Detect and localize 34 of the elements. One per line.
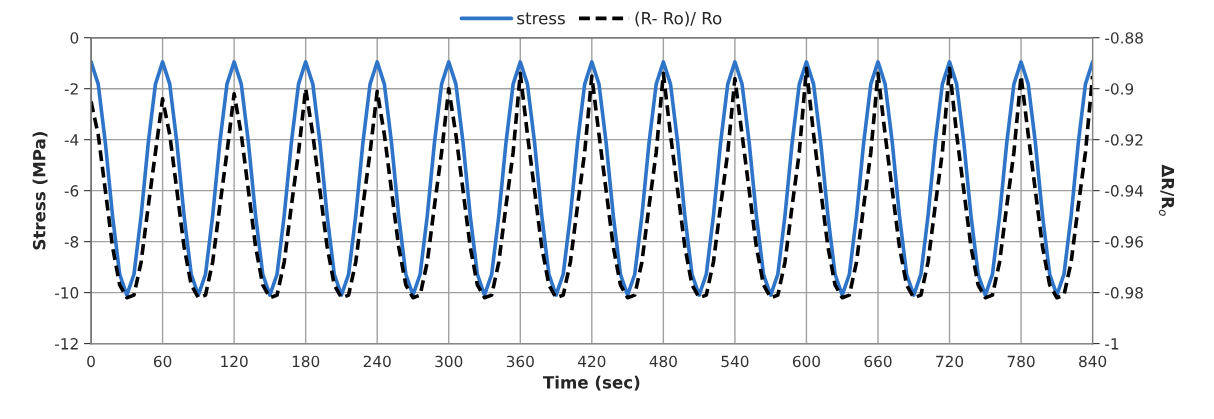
y2-tick-label: -0.9 — [1105, 83, 1134, 95]
y2-tick-label: -0.92 — [1105, 134, 1143, 146]
x-tick-label: 720 — [936, 355, 964, 368]
x-tick-label: 0 — [87, 355, 95, 368]
legend-label: (R- Ro)/ Ro — [635, 11, 722, 27]
x-tick-label: 300 — [435, 355, 463, 368]
y-tick-label: -4 — [64, 134, 79, 146]
x-tick-label: 540 — [721, 355, 749, 368]
x-tick-label: 840 — [1079, 355, 1107, 368]
y2-axis-title: ΔR/R$_{o}$ — [1158, 164, 1174, 216]
y-tick-label: -6 — [64, 185, 79, 197]
x-tick-label: 360 — [506, 355, 534, 368]
y2-tick-label: -1 — [1105, 338, 1119, 350]
legend-label: stress — [517, 12, 565, 25]
y-tick-label: -12 — [55, 338, 78, 350]
y-tick-label: -2 — [64, 83, 78, 95]
x-tick-label: 60 — [153, 355, 172, 368]
x-tick-label: 780 — [1007, 355, 1035, 368]
y-axis-title: Stress (MPa) — [32, 132, 48, 250]
y-tick-label: -10 — [55, 287, 79, 299]
x-tick-label: 120 — [221, 355, 248, 368]
y2-tick-label: -0.98 — [1105, 287, 1143, 299]
x-tick-label: 420 — [577, 355, 606, 368]
y2-tick-label: -0.96 — [1105, 236, 1143, 248]
x-tick-label: 660 — [864, 355, 892, 368]
x-tick-label: 600 — [792, 355, 821, 368]
x-tick-label: 240 — [363, 355, 391, 368]
x-axis-title: Time (sec) — [542, 375, 640, 391]
y-tick-label: -8 — [64, 236, 79, 248]
y-tick-label: 0 — [70, 32, 79, 44]
x-tick-label: 480 — [649, 355, 677, 368]
y2-tick-label: -0.94 — [1105, 185, 1144, 197]
y2-tick-label: -0.88 — [1105, 32, 1143, 44]
x-tick-label: 180 — [292, 355, 320, 368]
